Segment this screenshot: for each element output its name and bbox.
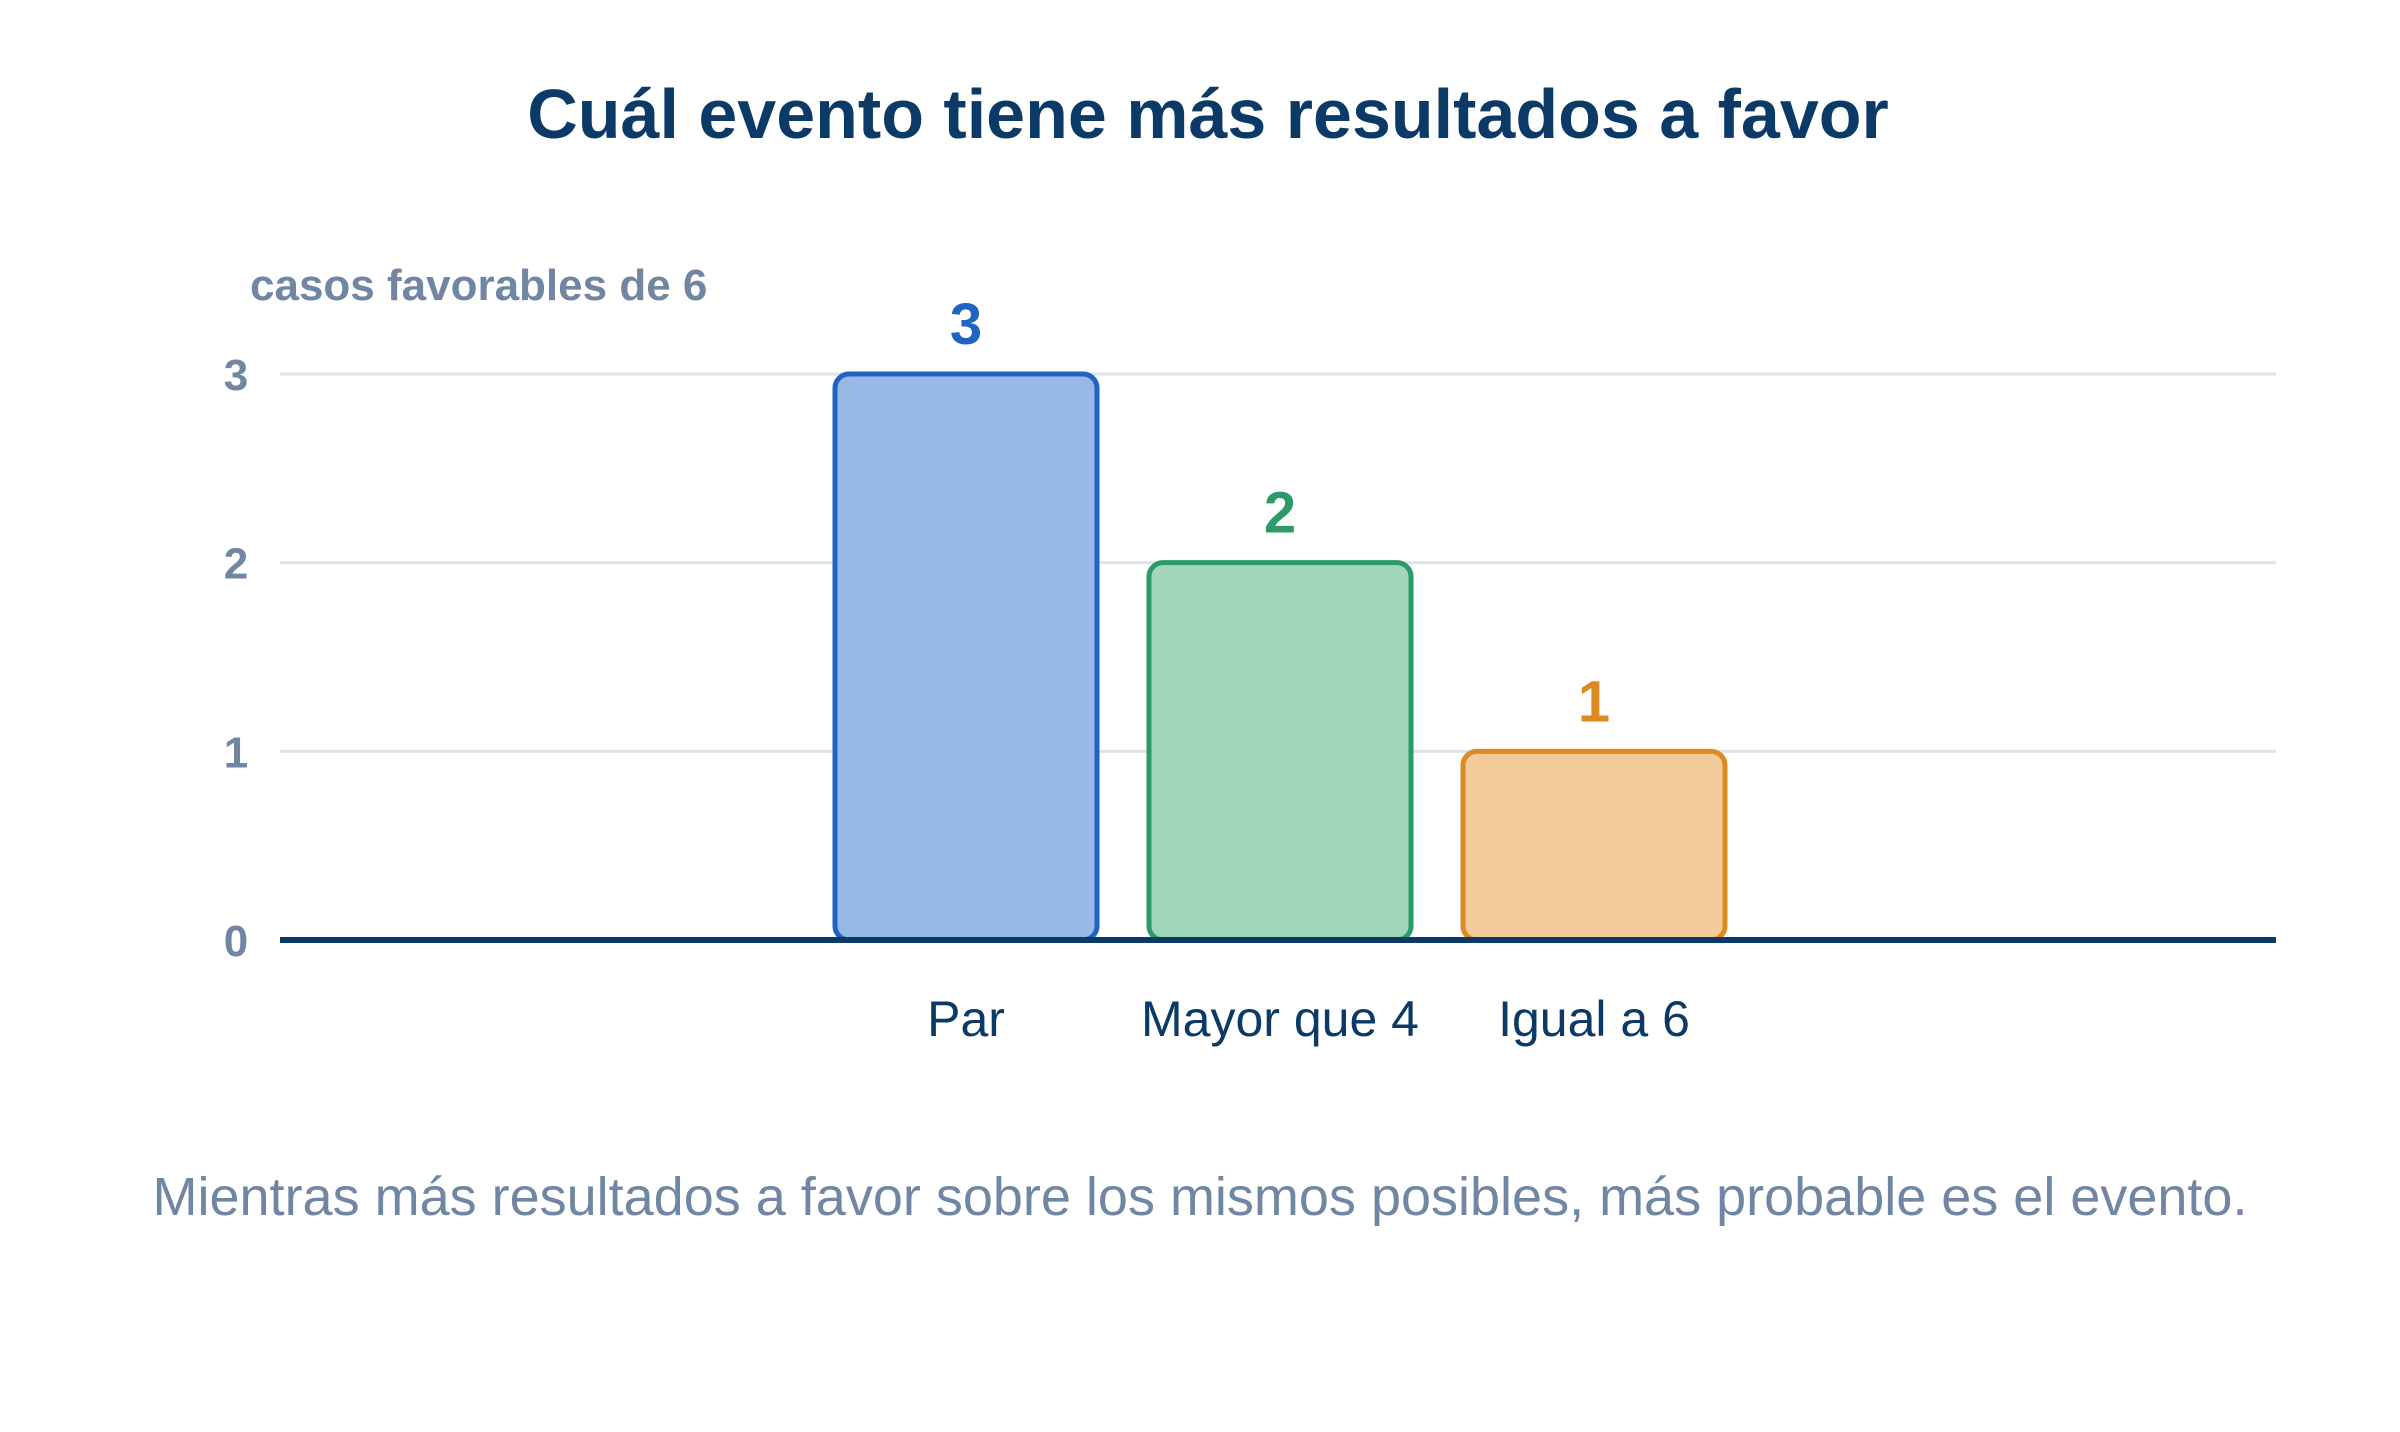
bar-2 (1146, 560, 1414, 943)
y-tick-label: 1 (224, 728, 248, 777)
y-tick-label: 3 (224, 351, 248, 400)
y-tick-label: 0 (224, 917, 248, 966)
y-tick-label: 2 (224, 540, 248, 589)
x-tick-label: Par (927, 991, 1005, 1047)
bar-1 (832, 371, 1100, 943)
bars (832, 371, 1728, 943)
value-label: 3 (950, 292, 982, 357)
chart-title: Cuál evento tiene más resultados a favor (527, 75, 1889, 153)
y-tick-labels: 0 1 2 3 (224, 351, 248, 966)
chart-caption: Mientras más resultados a favor sobre lo… (152, 1167, 2248, 1227)
bar-3 (1460, 748, 1728, 943)
x-tick-label: Mayor que 4 (1141, 991, 1419, 1047)
value-label: 1 (1578, 669, 1610, 734)
x-tick-label: Igual a 6 (1498, 991, 1690, 1047)
value-label: 2 (1264, 481, 1296, 546)
x-tick-labels: Par Mayor que 4 Igual a 6 (927, 991, 1690, 1047)
value-labels: 3 2 1 (950, 292, 1610, 734)
y-axis-label: casos favorables de 6 (250, 261, 707, 310)
